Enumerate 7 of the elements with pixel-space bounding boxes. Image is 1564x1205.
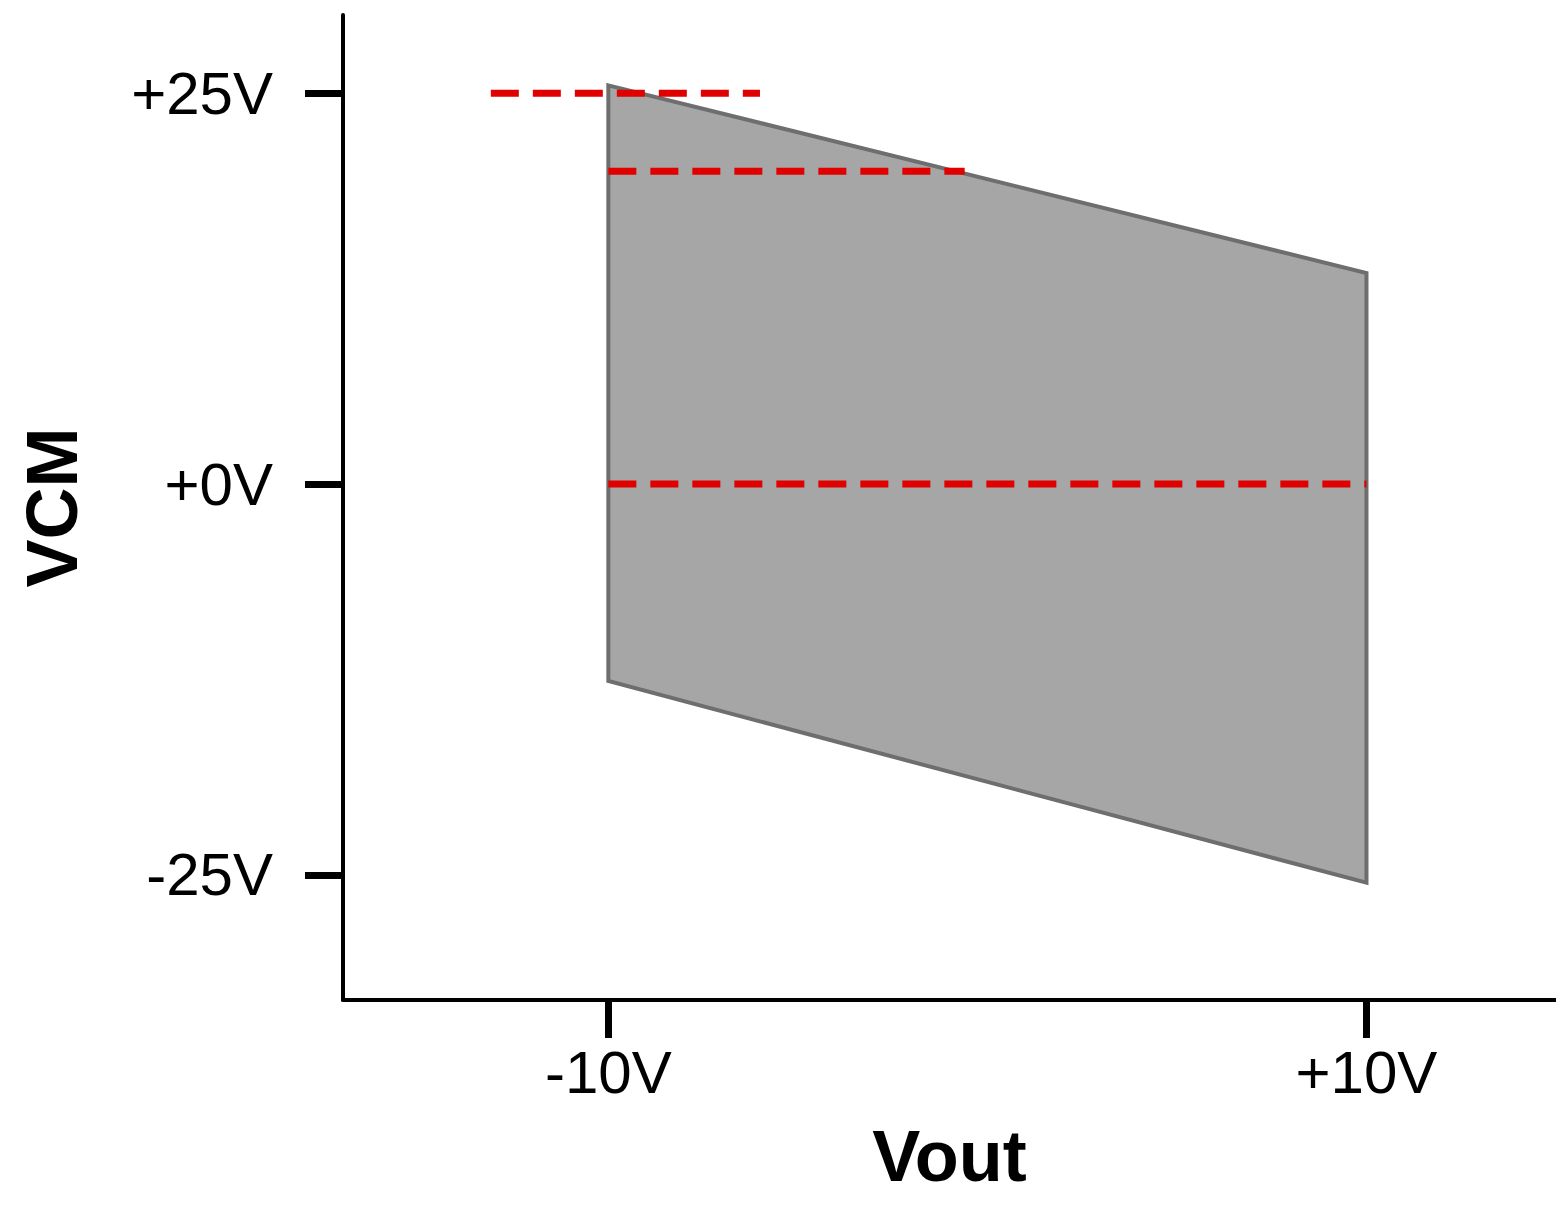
x-tick-label: -10V xyxy=(544,1038,672,1106)
x-tick-label: +10V xyxy=(1295,1038,1438,1106)
y-tick-label: -25V xyxy=(146,841,273,909)
y-axis-title: VCM xyxy=(12,427,92,588)
y-tick-label: +25V xyxy=(131,59,273,127)
x-axis-title: Vout xyxy=(872,1116,1027,1196)
y-tick-label: +0V xyxy=(164,450,273,518)
